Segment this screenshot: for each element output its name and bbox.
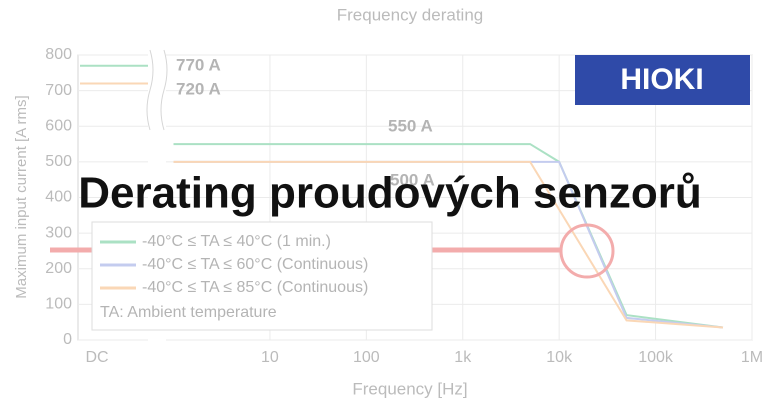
legend-items: -40°C ≤ TA ≤ 40°C (1 min.) -40°C ≤ TA ≤ 6… xyxy=(100,233,368,296)
y-tick-label: 300 xyxy=(45,224,72,241)
axis-break-line xyxy=(146,49,154,131)
y-tick-label: 500 xyxy=(45,153,72,170)
legend-label: -40°C ≤ TA ≤ 85°C (Continuous) xyxy=(142,279,368,296)
series-line xyxy=(173,160,724,329)
annotation: 770 A xyxy=(176,55,221,74)
highlight-circle xyxy=(559,223,615,279)
y-tick-label: 800 xyxy=(45,46,72,63)
y-tick-label: 0 xyxy=(63,331,72,348)
x-tick-label: 10 xyxy=(261,349,279,366)
y-tick-label: 200 xyxy=(45,260,72,277)
annotation: 550 A xyxy=(388,116,433,135)
plot-frame xyxy=(77,54,753,341)
legend-note: TA: Ambient temperature xyxy=(100,304,277,321)
x-axis-label: Frequency [Hz] xyxy=(352,379,467,398)
axis-break-line xyxy=(160,49,168,131)
logo-box xyxy=(575,55,750,105)
x-tick-label: 100k xyxy=(638,349,674,366)
x-tick-label: 1M xyxy=(741,349,763,366)
overlay-title: Derating proudových senzorů xyxy=(78,169,701,218)
chart-title: Frequency derating xyxy=(337,5,483,24)
x-tick-label: 10k xyxy=(546,349,573,366)
x-tick-label: 100 xyxy=(353,349,380,366)
series: 770 A 720 A 550 A 500 A xyxy=(80,55,724,329)
annotation: 720 A xyxy=(176,79,221,98)
legend xyxy=(91,221,433,331)
y-axis-label: Maximum input current [A rms] xyxy=(13,95,30,298)
logo: HIOKI xyxy=(620,63,703,96)
series-line xyxy=(173,160,724,329)
axis-break xyxy=(148,50,166,344)
series-line xyxy=(173,143,724,329)
y-tick-label: 100 xyxy=(45,296,72,313)
chart-body: Frequency derating Frequency [Hz] Maximu… xyxy=(13,5,763,398)
legend-label: -40°C ≤ TA ≤ 60°C (Continuous) xyxy=(142,256,368,273)
annotation: 500 A xyxy=(390,170,435,189)
x-tick-label: 1k xyxy=(454,349,472,366)
x-tick-label: DC xyxy=(85,349,108,366)
y-tick-label: 700 xyxy=(45,82,72,99)
y-tick-label: 400 xyxy=(45,189,72,206)
y-tick-label: 600 xyxy=(45,117,72,134)
legend-label: -40°C ≤ TA ≤ 40°C (1 min.) xyxy=(142,233,331,250)
